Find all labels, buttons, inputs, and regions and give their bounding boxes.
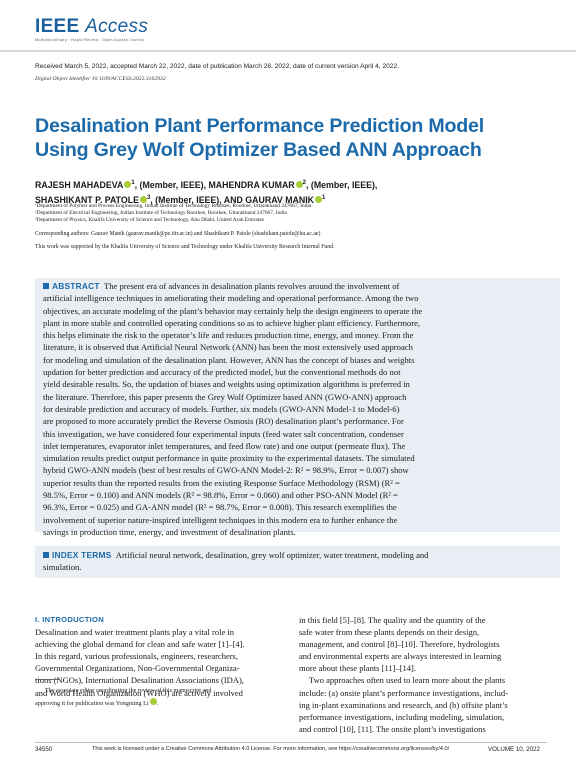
logo-ieee: IEEE: [35, 16, 80, 37]
body-line: performance investigations, including mo…: [299, 711, 505, 722]
square-bullet-icon: [43, 552, 49, 558]
logo-access: Access: [85, 16, 149, 37]
logo-text: IEEE Access: [35, 16, 148, 37]
abstract-line: artificial intelligence techniques in am…: [43, 293, 419, 304]
author-list: RAJESH MAHADEVA 1, (Member, IEEE), MAHEND…: [35, 177, 545, 207]
footnote-line: The associate editor coordinating the re…: [45, 687, 212, 694]
body-line: Two approaches often used to learn more …: [309, 675, 506, 686]
footnote-text: approving it for publication was Yongmin…: [35, 700, 149, 707]
orcid-icon[interactable]: [295, 180, 303, 188]
affiliation-2: ²Department of Electrical Engineering, I…: [35, 210, 287, 217]
abstract-line: this investigation, we have considered f…: [43, 428, 404, 439]
body-line: Governmental Organizations, Non-Governme…: [35, 663, 240, 674]
page-number: 34550: [35, 746, 53, 753]
footnote-line: approving it for publication was Yongmin…: [35, 698, 159, 707]
title-line-1: Desalination Plant Performance Predictio…: [35, 115, 484, 137]
journal-tagline: Multidisciplinary : Rapid Review : Open …: [35, 38, 145, 42]
orcid-icon[interactable]: [315, 195, 323, 203]
abstract-line: for modeling and simulation of the desal…: [43, 354, 415, 365]
abstract: ABSTRACT The present era of advances in …: [43, 280, 553, 538]
abstract-line: plant in more stable and controlled oper…: [43, 317, 421, 328]
abstract-label: ABSTRACT: [52, 281, 100, 291]
author-line-1: RAJESH MAHADEVA 1, (Member, IEEE), MAHEND…: [35, 177, 545, 192]
author-line-2: SHASHIKANT P. PATOLE 3, (Member, IEEE), A…: [35, 192, 545, 207]
affiliation-mark: 1: [131, 180, 135, 186]
author-role: , (Member, IEEE),: [134, 179, 209, 190]
affiliations: ¹Department of Polymer and Process Engin…: [35, 203, 555, 225]
abstract-line: yield desirable results. So, the updatio…: [43, 379, 410, 390]
footnote-rule: [35, 679, 59, 680]
affiliation-mark: 2: [302, 180, 306, 186]
orcid-icon[interactable]: [139, 195, 147, 203]
abstract-line: the literature. Therefore, this paper pr…: [43, 391, 407, 402]
body-line: achieving the global demand for clean an…: [35, 639, 245, 650]
abstract-line: inlet temperatures, evaporator inlet tem…: [43, 440, 406, 451]
body-line: and environmental experts are always int…: [299, 651, 502, 662]
abstract-text: The present era of advances in desalinat…: [103, 281, 400, 291]
index-terms-background: [35, 546, 560, 578]
square-bullet-icon: [43, 283, 49, 289]
body-line: tions (NGOs), International Desalination…: [35, 675, 244, 686]
orcid-icon[interactable]: [124, 180, 132, 188]
abstract-line: are proposed to more accurately predict …: [43, 416, 404, 427]
body-line: In this regard, various professionals, e…: [35, 651, 238, 662]
affiliation-mark: 3: [146, 194, 151, 201]
abstract-line: 96.3%, Error = 0.025) and GA-ANN model (…: [43, 502, 397, 513]
footer-rule: [35, 742, 547, 743]
body-line: Desalination and water treatment plants …: [35, 627, 234, 638]
index-terms-line: simulation.: [43, 562, 82, 573]
title-line-2: Using Grey Wolf Optimizer Based ANN Appr…: [35, 139, 482, 161]
volume-info: VOLUME 10, 2022: [488, 746, 540, 753]
affiliation-mark: 1: [322, 194, 326, 201]
abstract-line: objectives, an accurate modeling of the …: [43, 305, 423, 316]
intro-right-column: in this field [5]–[8]. The quality and t…: [299, 614, 549, 735]
index-terms-first-line: INDEX TERMS Artificial neural network, d…: [43, 549, 553, 561]
body-line: and control [10], [11]. The onsite plant…: [299, 723, 486, 734]
intro-left-column: I. INTRODUCTION Desalination and water t…: [35, 614, 285, 699]
abstract-line: involvement of superior nature-inspired …: [43, 514, 398, 525]
affiliation-1: ¹Department of Polymer and Process Engin…: [35, 203, 312, 209]
license-note[interactable]: This work is licensed under a Creative C…: [92, 746, 450, 752]
body-line: and World Health Organization (WHO) are …: [35, 687, 243, 698]
abstract-line: 98.5%, Error = 0.100) and ANN models (R²…: [43, 490, 398, 501]
header-rule: [0, 50, 576, 52]
body-line: ing in-plant examinations and research, …: [299, 699, 508, 710]
journal-logo: IEEE Access: [35, 16, 165, 40]
abstract-line: updation for better prediction and accur…: [43, 367, 401, 378]
author-name: SHASHIKANT P. PATOLE: [35, 194, 139, 205]
body-line: in this field [5]–[8]. The quality and t…: [299, 615, 486, 625]
body-line: include: (a) onsite plant’s performance …: [299, 687, 508, 698]
paper-title: Desalination Plant Performance Predictio…: [35, 114, 545, 162]
abstract-line: hybrid GWO-ANN models (best of best resu…: [43, 465, 409, 476]
corresponding-authors: Corresponding authors: Gaurav Manik (gau…: [35, 231, 321, 237]
footnote: The associate editor coordinating the re…: [35, 684, 285, 710]
abstract-line: for desirable prediction and accuracy of…: [43, 403, 400, 414]
abstract-line: savings in production time, energy, and …: [43, 526, 296, 537]
author-name: GAURAV MANIK: [245, 194, 315, 205]
abstract-line: this helps eliminate the risk to the ope…: [43, 330, 414, 341]
abstract-line: literature, it is observed that Artifici…: [43, 342, 413, 353]
abstract-line: simulation results predict output perfor…: [43, 453, 415, 464]
body-line: more about these plants [11]–[14].: [299, 663, 416, 674]
author-name: MAHENDRA KUMAR: [208, 179, 295, 190]
affiliation-3: ³Department of Physics, Khalifa Universi…: [35, 217, 264, 224]
index-terms-text: Artificial neural network, desalination,…: [115, 550, 429, 560]
section-heading: I. INTRODUCTION: [35, 615, 105, 624]
index-terms: INDEX TERMS Artificial neural network, d…: [43, 549, 553, 574]
abstract-first-line: ABSTRACT The present era of advances in …: [43, 280, 553, 292]
funding-note: This work was supported by the Khalifa U…: [35, 244, 335, 250]
index-terms-label: INDEX TERMS: [52, 550, 112, 560]
abstract-line: superior results than the reported resul…: [43, 477, 400, 488]
author-role: , (Member, IEEE), AND: [150, 194, 246, 205]
publication-dates: Received March 5, 2022, accepted March 2…: [35, 63, 399, 70]
abstract-background: [35, 278, 560, 532]
body-line: safe water from these plants depends on …: [299, 627, 480, 638]
body-line: management, and control [8]–[10]. Theref…: [299, 639, 500, 650]
doi[interactable]: Digital Object Identifier 10.1109/ACCESS…: [35, 76, 166, 82]
author-name: RAJESH MAHADEVA: [35, 179, 124, 190]
orcid-icon[interactable]: [149, 698, 157, 705]
author-role: , (Member, IEEE),: [306, 179, 378, 190]
